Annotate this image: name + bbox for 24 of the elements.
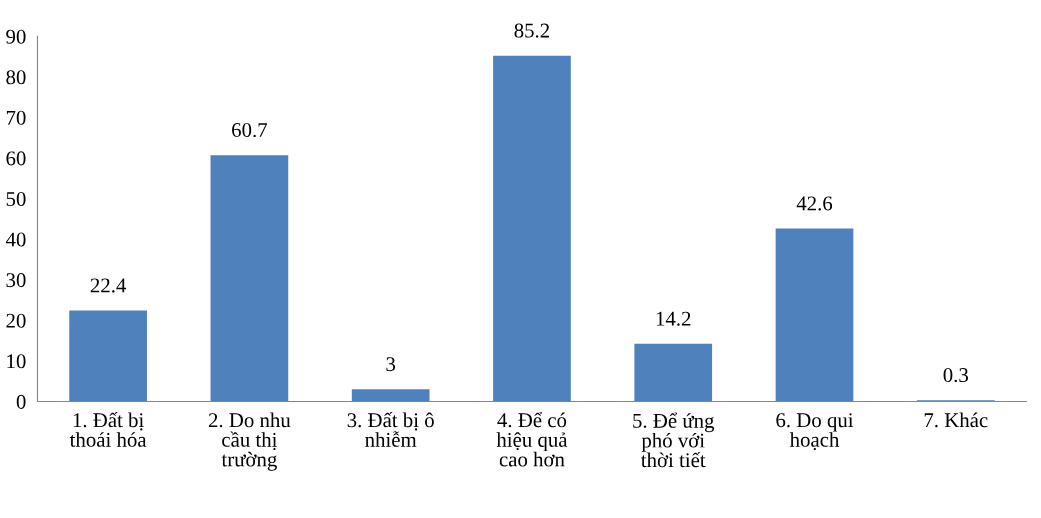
data-label: 14.2 (656, 311, 691, 326)
data-label: 22.4 (90, 278, 127, 293)
x-tick-label: 4. Để có hiệu quả cao hơn (496, 411, 568, 467)
data-label: 0.3 (943, 368, 968, 383)
x-tick-label: 1. Đất bị thoái hóa (69, 411, 147, 447)
y-tick-label: 40 (5, 232, 26, 247)
x-tick-label: 6. Do qui hoạch (776, 413, 854, 451)
x-tick-label: 2. Do nhu cầu thị trường (208, 412, 291, 471)
y-tick-label: 90 (6, 29, 26, 44)
y-tick-label: 70 (6, 110, 26, 125)
x-tick-label: 5. Để ứng phó với thời tiết (633, 412, 715, 468)
data-label: 60.7 (232, 122, 268, 138)
y-tick-label: 30 (6, 273, 26, 288)
y-tick-label: 20 (6, 313, 26, 328)
y-tick-label: 0 (16, 394, 26, 409)
x-tick-label: 7. Khác (924, 412, 988, 428)
data-label: 42.6 (796, 196, 833, 211)
y-tick-label: 10 (7, 354, 26, 369)
y-tick-label: 80 (6, 70, 26, 85)
x-tick-label: 3. Đất bị ô nhiễm (347, 411, 434, 447)
y-tick-label: 60 (6, 151, 26, 166)
data-label: 85.2 (514, 23, 550, 38)
data-label: 3 (386, 357, 396, 372)
y-tick-label: 50 (6, 191, 26, 206)
